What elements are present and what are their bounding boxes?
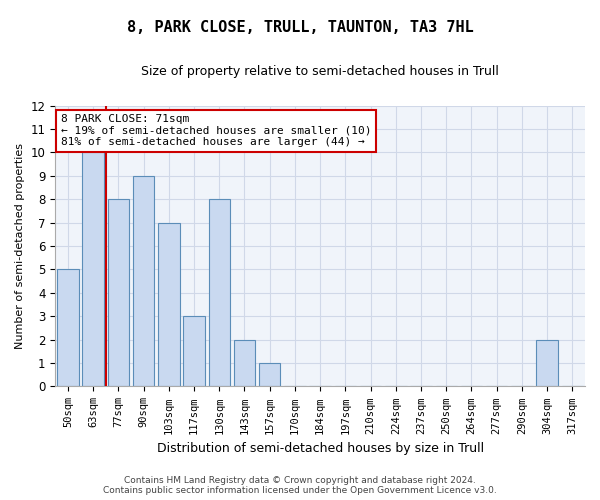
Bar	[536, 340, 558, 386]
Bar	[107, 199, 129, 386]
Bar	[133, 176, 154, 386]
Bar	[259, 363, 280, 386]
Text: 8, PARK CLOSE, TRULL, TAUNTON, TA3 7HL: 8, PARK CLOSE, TRULL, TAUNTON, TA3 7HL	[127, 20, 473, 35]
Bar	[209, 199, 230, 386]
X-axis label: Distribution of semi-detached houses by size in Trull: Distribution of semi-detached houses by …	[157, 442, 484, 455]
Bar	[57, 270, 79, 386]
Title: Size of property relative to semi-detached houses in Trull: Size of property relative to semi-detach…	[141, 65, 499, 78]
Text: 8 PARK CLOSE: 71sqm
← 19% of semi-detached houses are smaller (10)
81% of semi-d: 8 PARK CLOSE: 71sqm ← 19% of semi-detach…	[61, 114, 371, 147]
Bar	[183, 316, 205, 386]
Bar	[82, 152, 104, 386]
Bar	[158, 222, 179, 386]
Y-axis label: Number of semi-detached properties: Number of semi-detached properties	[15, 143, 25, 349]
Text: Contains HM Land Registry data © Crown copyright and database right 2024.
Contai: Contains HM Land Registry data © Crown c…	[103, 476, 497, 495]
Bar	[234, 340, 255, 386]
